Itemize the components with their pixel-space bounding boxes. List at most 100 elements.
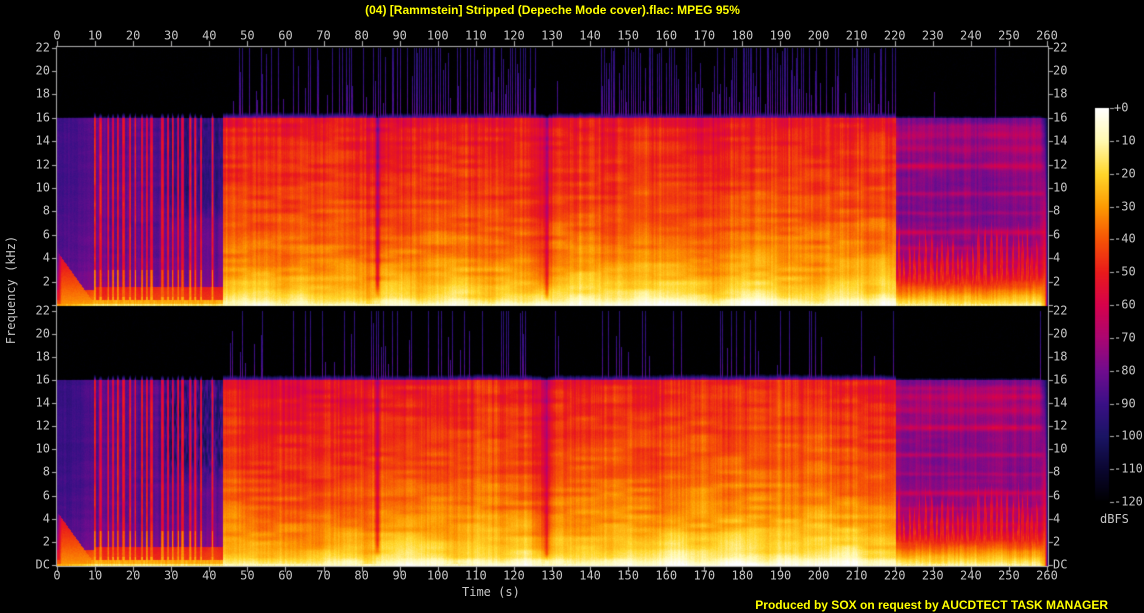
time-tick-label-bottom: 110 [465, 568, 487, 583]
time-tick-label-bottom: 140 [579, 568, 601, 583]
page-title: (04) [Rammstein] Stripped (Depeche Mode … [365, 3, 740, 17]
time-tick-label-top: 100 [426, 28, 449, 43]
time-tick-label-bottom: 210 [845, 568, 868, 583]
freq-tick-label-left: 2 [42, 534, 50, 549]
time-tick-label-bottom: 80 [354, 568, 369, 583]
time-tick-label-bottom: 40 [202, 568, 217, 583]
time-tick-label-top: 50 [240, 28, 255, 43]
freq-tick-label-left: 20 [35, 326, 50, 341]
freq-tick-label-left: 12 [35, 157, 50, 172]
colorbar-tick-label: -70 [1114, 330, 1136, 345]
freq-tick-label-left: 8 [42, 464, 50, 479]
freq-axis-title: Frequency (kHz) [4, 235, 18, 345]
time-tick-label-top: 170 [693, 28, 716, 43]
time-tick-label-bottom: 120 [503, 568, 525, 583]
time-tick-label-top: 260 [1036, 28, 1058, 43]
credit-text: Produced by SOX on request by AUCDTECT T… [755, 598, 1108, 612]
time-tick-label-top: 60 [278, 28, 293, 43]
freq-tick-label-right: 22 [1053, 40, 1068, 55]
freq-tick-label-right: 4 [1053, 250, 1061, 265]
freq-tick-label-right: 22 [1053, 303, 1068, 318]
time-tick-label-bottom: 190 [769, 568, 792, 583]
freq-tick-label-left: 8 [42, 203, 50, 218]
time-tick-label-bottom: 240 [960, 568, 982, 583]
freq-tick-label-left: 16 [35, 110, 50, 125]
time-tick-label-bottom: 200 [807, 568, 830, 583]
freq-tick-label-right: 2 [1053, 274, 1061, 289]
time-tick-label-bottom: 90 [392, 568, 407, 583]
time-tick-label-bottom: 0 [53, 568, 61, 583]
colorbar-tick-label: -120 [1114, 494, 1143, 509]
time-tick-label-bottom: 150 [617, 568, 639, 583]
freq-tick-label-right: 8 [1053, 464, 1061, 479]
freq-tick-label-right: 16 [1053, 372, 1068, 387]
freq-tick-label-left: 18 [35, 86, 50, 101]
freq-tick-label-right: 8 [1053, 203, 1061, 218]
time-tick-label-bottom: 100 [426, 568, 449, 583]
freq-tick-label-left: 6 [42, 488, 50, 503]
freq-dc-label-right: DC [1053, 557, 1068, 572]
freq-tick-label-left: 4 [42, 250, 50, 265]
time-tick-label-bottom: 230 [921, 568, 944, 583]
time-tick-label-top: 40 [202, 28, 217, 43]
time-tick-label-bottom: 260 [1036, 568, 1058, 583]
colorbar-unit: dBFS [1100, 512, 1129, 526]
freq-tick-label-right: 14 [1053, 395, 1068, 410]
colorbar-tick-label: -90 [1114, 396, 1136, 410]
time-tick-label-top: 70 [316, 28, 331, 43]
freq-tick-label-right: 18 [1053, 349, 1068, 364]
time-tick-label-top: 230 [921, 28, 944, 43]
freq-tick-label-left: 10 [35, 441, 50, 456]
colorbar-tick-label: -40 [1114, 231, 1136, 246]
time-tick-label-top: 30 [163, 28, 179, 43]
time-tick-label-top: 130 [541, 28, 563, 43]
freq-tick-label-right: 12 [1053, 157, 1068, 172]
time-tick-label-top: 0 [53, 28, 61, 43]
freq-tick-label-right: 2 [1053, 534, 1061, 549]
freq-tick-label-right: 4 [1053, 511, 1061, 526]
time-tick-label-bottom: 130 [541, 568, 563, 583]
freq-tick-label-left: 16 [35, 372, 50, 387]
time-tick-label-bottom: 10 [87, 568, 103, 583]
time-tick-label-top: 250 [998, 28, 1020, 43]
time-tick-label-bottom: 170 [693, 568, 716, 583]
freq-tick-label-left: 22 [35, 40, 50, 55]
time-tick-label-bottom: 20 [125, 568, 141, 583]
freq-tick-label-left: 6 [42, 227, 50, 242]
time-tick-label-top: 20 [125, 28, 141, 43]
time-tick-label-top: 150 [617, 28, 639, 43]
time-tick-label-top: 220 [883, 28, 906, 43]
colorbar-tick-label: -10 [1114, 133, 1136, 148]
freq-tick-label-left: 18 [35, 349, 50, 364]
time-tick-label-top: 110 [465, 28, 487, 43]
time-tick-label-top: 240 [960, 28, 982, 43]
colorbar-tick-label: -50 [1114, 264, 1136, 279]
time-tick-label-top: 180 [731, 28, 754, 43]
freq-tick-label-right: 6 [1053, 488, 1061, 503]
freq-tick-label-right: 20 [1053, 326, 1068, 341]
freq-tick-label-right: 6 [1053, 227, 1061, 242]
time-axis-title: Time (s) [462, 585, 520, 599]
freq-tick-label-left: 20 [35, 63, 50, 78]
freq-tick-label-left: 10 [35, 180, 50, 195]
colorbar-tick-label: -80 [1114, 363, 1136, 378]
time-tick-label-bottom: 30 [163, 568, 179, 583]
freq-tick-label-left: 12 [35, 418, 50, 433]
freq-tick-label-right: 10 [1053, 441, 1068, 456]
time-tick-label-top: 10 [87, 28, 103, 43]
colorbar-tick-label: -20 [1114, 166, 1136, 181]
colorbar-tick-label: -60 [1114, 297, 1136, 312]
freq-tick-label-left: 14 [35, 395, 50, 410]
time-tick-label-bottom: 70 [316, 568, 331, 583]
time-tick-label-top: 160 [655, 28, 678, 43]
time-tick-label-top: 90 [392, 28, 407, 43]
time-tick-label-top: 80 [354, 28, 369, 43]
freq-tick-label-right: 16 [1053, 110, 1068, 125]
colorbar-tick-label: +0 [1114, 100, 1129, 115]
freq-dc-label-left: DC [35, 557, 50, 572]
time-tick-label-bottom: 250 [998, 568, 1020, 583]
colorbar-tick-label: -30 [1114, 199, 1136, 213]
freq-tick-label-left: 4 [42, 511, 50, 526]
time-tick-label-top: 210 [845, 28, 868, 43]
